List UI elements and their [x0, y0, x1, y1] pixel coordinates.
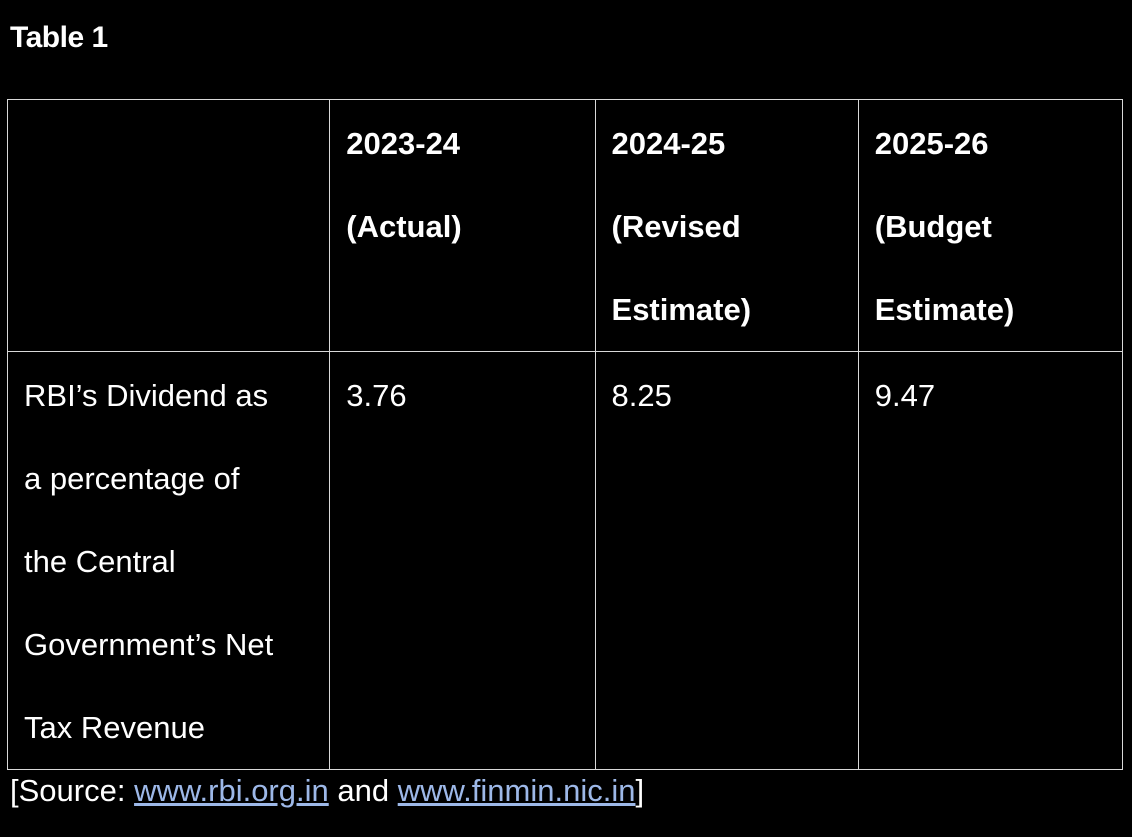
value-cell-2025-26: 9.47 [857, 351, 1124, 770]
value-2023-24: 3.76 [346, 378, 407, 413]
row-label-line: Government’s Net [24, 627, 274, 662]
source-middle: and [328, 773, 398, 808]
row-label-line: the Central [24, 544, 176, 579]
row-label-line: Tax Revenue [24, 710, 205, 745]
header-cell-empty [6, 99, 331, 352]
header-type-cont: Estimate) [874, 292, 1015, 327]
row-label-line: a percentage of [24, 461, 240, 496]
value-2024-25: 8.25 [611, 378, 672, 413]
value-2025-26: 9.47 [874, 378, 936, 413]
header-row: 2023-24 (Actual) 2024-25 (Revised Estima… [6, 99, 1124, 352]
header-cell-2023-24: 2023-24 (Actual) [329, 99, 596, 352]
data-table: 2023-24 (Actual) 2024-25 (Revised Estima… [6, 99, 1124, 770]
header-type: (Budget [874, 209, 992, 244]
header-type: (Revised [611, 209, 741, 244]
source-prefix: [Source: [10, 773, 135, 808]
value-cell-2023-24: 3.76 [329, 351, 596, 770]
value-cell-2024-25: 8.25 [594, 351, 859, 770]
table-row: RBI’s Dividend as a percentage of the Ce… [6, 351, 1124, 770]
source-suffix: ] [635, 773, 645, 808]
header-year: 2025-26 [874, 126, 989, 161]
header-cell-2024-25: 2024-25 (Revised Estimate) [594, 99, 859, 352]
header-type-cont: Estimate) [611, 292, 752, 327]
row-label-line: RBI’s Dividend as [24, 378, 269, 413]
header-type: (Actual) [346, 209, 462, 244]
row-label-cell: RBI’s Dividend as a percentage of the Ce… [6, 351, 331, 770]
header-cell-2025-26: 2025-26 (Budget Estimate) [857, 99, 1124, 352]
source-note: [Source: www.rbi.org.in and www.finmin.n… [10, 770, 644, 812]
header-year: 2023-24 [346, 126, 461, 161]
finmin-link[interactable]: www.finmin.nic.in [397, 773, 636, 808]
header-year: 2024-25 [611, 126, 726, 161]
rbi-link[interactable]: www.rbi.org.in [134, 773, 329, 808]
table-title: Table 1 [10, 21, 108, 54]
